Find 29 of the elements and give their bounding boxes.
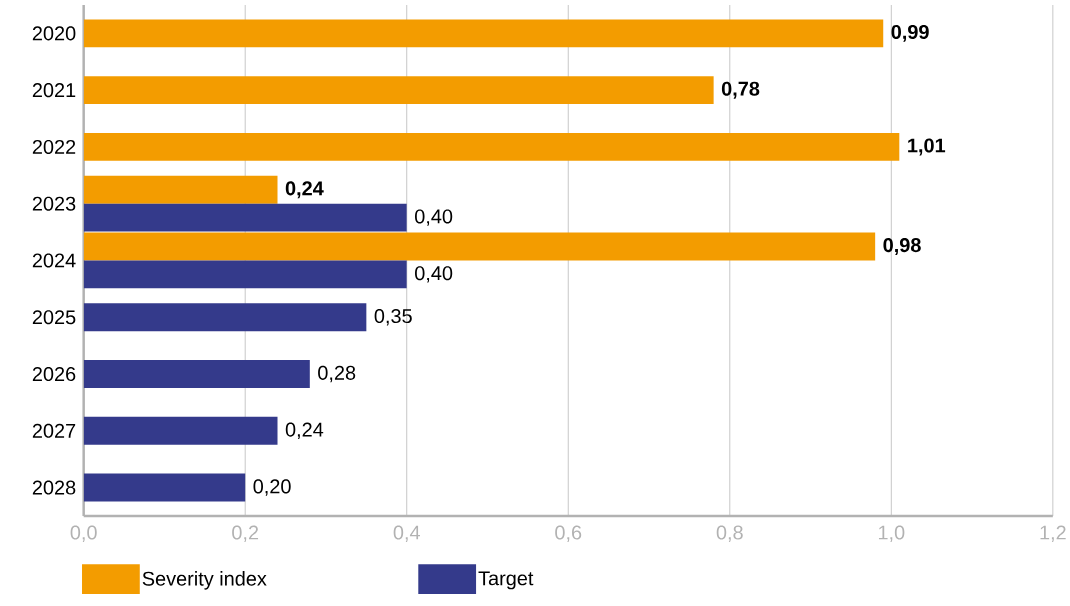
data-label: 0,35 <box>374 309 412 326</box>
y-tick-label: 2020 <box>32 26 76 41</box>
y-tick-label: 2025 <box>32 310 76 325</box>
x-tick-label: 1,0 <box>878 525 905 543</box>
y-tick-label: 2022 <box>32 140 76 155</box>
x-tick-label: 0,6 <box>555 525 582 543</box>
data-label: 0,78 <box>721 81 760 99</box>
x-tick-label: 0,2 <box>232 525 259 543</box>
y-tick-label: 2028 <box>32 480 76 495</box>
x-tick-label: 0,0 <box>70 525 97 543</box>
y-tick-label: 2023 <box>32 196 76 211</box>
x-tick-label: 0,8 <box>716 525 743 543</box>
data-label: 0,40 <box>415 266 453 283</box>
data-label: 0,40 <box>415 209 453 227</box>
y-tick-label: 2024 <box>32 253 76 268</box>
x-tick-label: 0,4 <box>393 525 420 543</box>
y-tick-label: 2027 <box>32 423 76 439</box>
legend-label: Severity index <box>142 571 267 590</box>
data-label: 0,24 <box>285 422 324 440</box>
data-label: 1,01 <box>908 138 946 156</box>
data-label: 0,20 <box>253 479 291 496</box>
data-label: 0,98 <box>883 238 921 256</box>
data-label: 0,99 <box>891 25 929 43</box>
data-label: 0,28 <box>318 366 356 383</box>
legend-label: Target <box>478 571 534 590</box>
data-label: 0,24 <box>285 181 324 199</box>
y-tick-label: 2026 <box>32 367 76 382</box>
x-tick-label: 1,2 <box>1040 525 1066 543</box>
y-tick-label: 2021 <box>32 83 76 98</box>
